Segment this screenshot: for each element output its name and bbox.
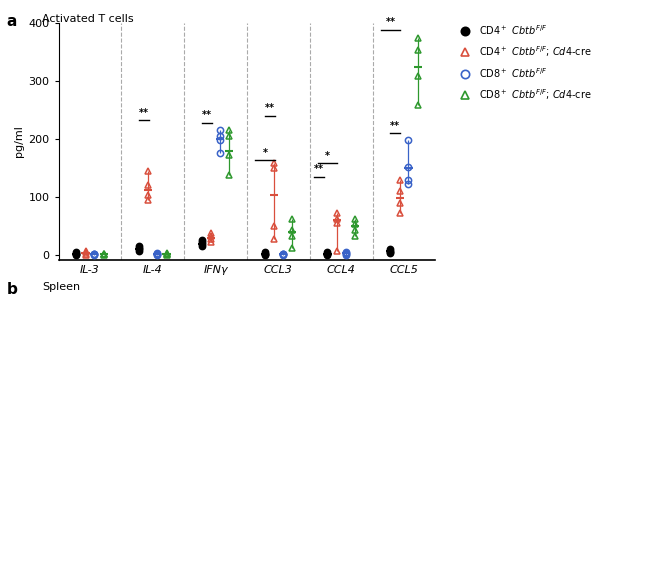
Text: *: * — [263, 148, 267, 158]
Text: **: ** — [265, 103, 274, 114]
Text: **: ** — [314, 164, 324, 175]
Text: a: a — [6, 14, 17, 29]
Text: **: ** — [385, 18, 396, 27]
Text: **: ** — [139, 108, 149, 118]
Text: Activated T cells: Activated T cells — [42, 14, 134, 24]
Text: Spleen: Spleen — [42, 282, 81, 293]
Legend: CD4$^+$ $Cbtb^{F/F}$, CD4$^+$ $Cbtb^{F/F}$; $Cd4$-cre, CD8$^+$ $Cbtb^{F/F}$, CD8: CD4$^+$ $Cbtb^{F/F}$, CD4$^+$ $Cbtb^{F/F… — [456, 23, 592, 102]
Y-axis label: pg/ml: pg/ml — [14, 125, 24, 157]
Text: **: ** — [202, 110, 212, 120]
Text: b: b — [6, 282, 18, 298]
Text: **: ** — [390, 121, 400, 131]
Text: *: * — [325, 151, 330, 161]
